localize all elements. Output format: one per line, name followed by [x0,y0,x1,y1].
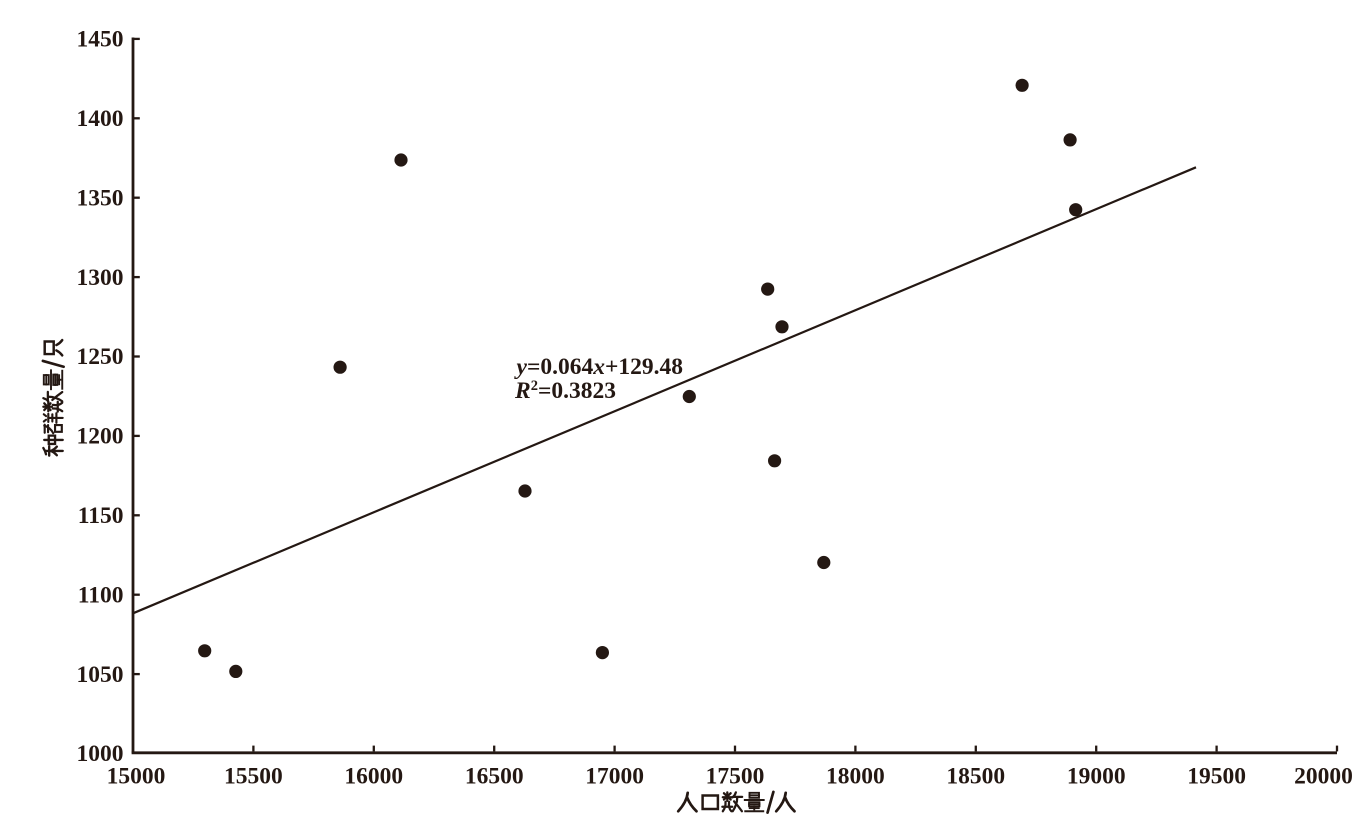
svg-text:18000: 18000 [826,764,885,790]
svg-text:1400: 1400 [77,106,124,132]
svg-text:1100: 1100 [78,582,124,608]
svg-text:1450: 1450 [77,27,124,53]
svg-text:19000: 19000 [1067,764,1126,790]
svg-text:17000: 17000 [585,764,644,790]
svg-text:1050: 1050 [77,662,124,688]
svg-text:R2=0.3823: R2=0.3823 [514,378,616,404]
svg-text:19500: 19500 [1187,764,1246,790]
svg-text:1150: 1150 [78,503,124,529]
svg-text:15500: 15500 [224,764,283,790]
svg-text:20000: 20000 [1294,764,1353,790]
svg-text:y=0.064x+129.48: y=0.064x+129.48 [514,354,684,380]
svg-text:1300: 1300 [77,265,124,291]
svg-text:1000: 1000 [77,741,124,767]
svg-text:15000: 15000 [107,764,166,790]
svg-text:16500: 16500 [465,764,524,790]
svg-text:16000: 16000 [344,764,403,790]
svg-text:17500: 17500 [706,764,765,790]
svg-text:18500: 18500 [946,764,1005,790]
svg-text:1350: 1350 [77,185,124,211]
svg-text:1200: 1200 [77,424,124,450]
svg-text:1250: 1250 [77,344,124,370]
